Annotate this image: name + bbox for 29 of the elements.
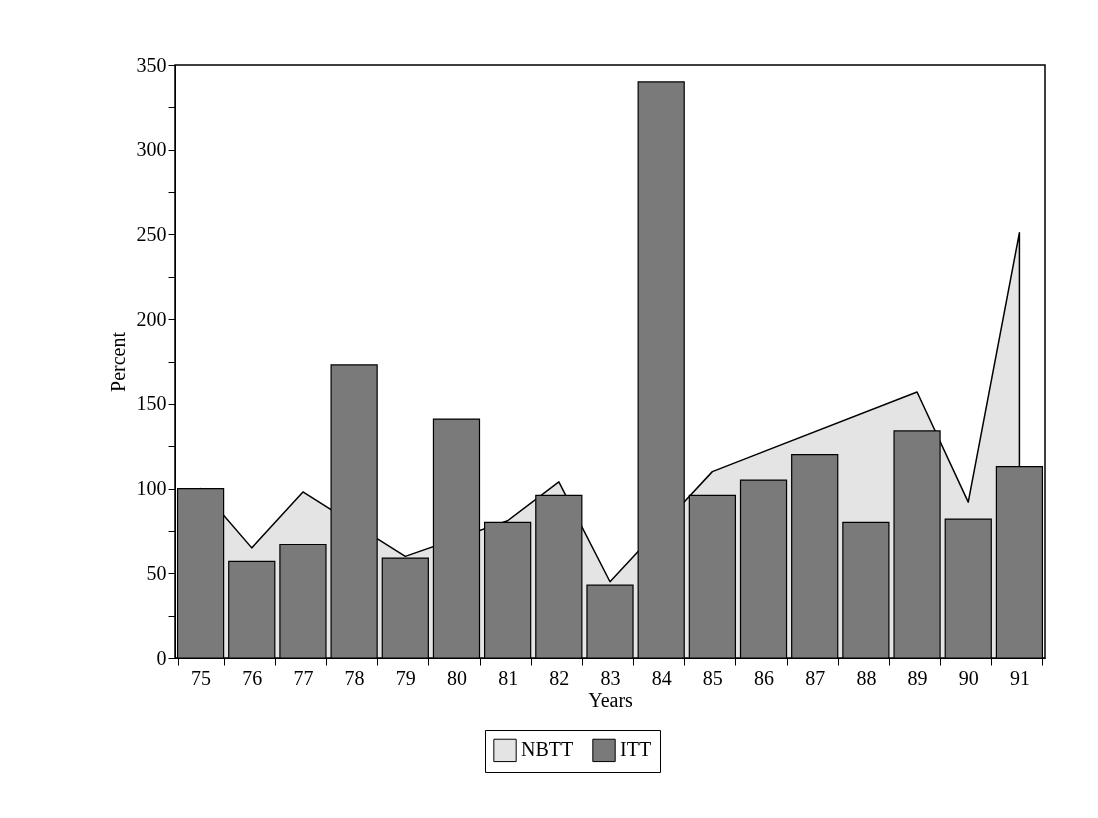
y-tick-label: 200 — [136, 307, 167, 330]
x-tick-label: 84 — [651, 666, 672, 689]
x-tick-label: 79 — [395, 666, 416, 689]
x-tick-label: 91 — [1009, 666, 1030, 689]
x-tick-label: 87 — [805, 666, 826, 689]
x-tick-label: 89 — [907, 666, 928, 689]
x-tick-label: 83 — [600, 666, 621, 689]
x-axis-title: Years — [588, 688, 634, 711]
y-tick-label: 300 — [136, 138, 167, 161]
x-tick-label: 80 — [446, 666, 467, 689]
y-axis-title: Percent — [106, 331, 129, 392]
x-tick-label: 90 — [958, 666, 979, 689]
x-tick-label: 78 — [344, 666, 365, 689]
x-tick-label: 81 — [498, 666, 519, 689]
y-tick-label: 350 — [136, 53, 167, 76]
y-tick-label: 50 — [146, 561, 167, 584]
y-tick-label: 250 — [136, 222, 167, 245]
y-tick-label: 100 — [136, 477, 167, 500]
x-tick-label: 82 — [549, 666, 570, 689]
legend-label: NBTT — [521, 738, 574, 761]
y-tick-label: 150 — [136, 392, 167, 415]
x-tick-label: 85 — [702, 666, 723, 689]
x-tick-label: 86 — [754, 666, 775, 689]
legend-label: ITT — [620, 738, 652, 761]
x-tick-label: 77 — [293, 666, 314, 689]
x-tick-label: 88 — [856, 666, 877, 689]
x-tick-label: 76 — [242, 666, 263, 689]
y-tick-label: 0 — [156, 646, 167, 669]
x-tick-label: 75 — [191, 666, 212, 689]
